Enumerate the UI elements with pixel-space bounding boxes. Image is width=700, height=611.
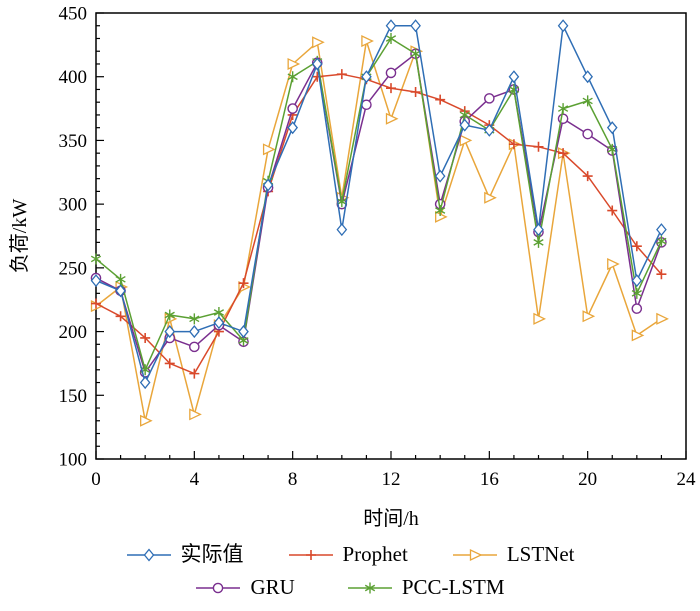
legend-row-2: GRU PCC-LSTM xyxy=(0,577,700,598)
series-line-pcc-lstm xyxy=(95,37,663,371)
legend-item-pcc-lstm: PCC-LSTM xyxy=(347,577,505,598)
x-tick-label: 0 xyxy=(91,469,101,490)
series-line-lstnet xyxy=(95,40,662,422)
y-axis-label: 负荷/kW xyxy=(8,199,31,274)
x-tick-label: 12 xyxy=(382,469,401,490)
legend-item-gru: GRU xyxy=(195,575,295,599)
series-actual xyxy=(90,19,667,390)
x-tick-label: 8 xyxy=(288,469,298,490)
legend-label-gru: GRU xyxy=(250,575,295,599)
x-axis-label: 时间/h xyxy=(363,507,419,530)
series-line-gru xyxy=(95,53,663,374)
legend-marker-actual-icon xyxy=(126,547,171,562)
legend-label-lstnet: LSTNet xyxy=(506,542,575,566)
legend-label-actual: 实际值 xyxy=(180,542,244,566)
legend-marker-lstnet-icon xyxy=(452,548,497,561)
x-tick-label: 16 xyxy=(480,469,499,490)
legend-label-prophet: Prophet xyxy=(342,542,408,566)
legend-item-prophet: Prophet xyxy=(288,544,408,565)
x-axis: 0 4 8 12 16 20 24 xyxy=(91,451,696,490)
plot-frame xyxy=(95,12,687,460)
x-tick-label: 24 xyxy=(677,469,697,490)
legend-marker-gru-icon xyxy=(196,582,241,593)
legend-row-1: 实际值 Prophet LSTNet xyxy=(0,544,700,565)
y-tick-label: 100 xyxy=(59,450,88,471)
y-tick-label: 250 xyxy=(59,258,88,279)
y-tick-label: 350 xyxy=(59,131,88,152)
x-tick-label: 20 xyxy=(578,469,597,490)
legend-marker-pcc-lstm-icon xyxy=(347,582,392,593)
legend-label-pcc-lstm: PCC-LSTM xyxy=(401,575,505,599)
legend-item-actual: 实际值 xyxy=(126,544,244,565)
series-line-prophet xyxy=(95,73,662,375)
y-axis: 100 150 200 250 300 350 400 450 xyxy=(59,4,104,471)
y-tick-label: 150 xyxy=(59,386,88,407)
legend-item-lstnet: LSTNet xyxy=(452,542,575,566)
y-tick-label: 450 xyxy=(59,4,88,25)
y-tick-label: 400 xyxy=(59,67,88,88)
series-gru xyxy=(90,48,667,378)
legend-marker-prophet-icon xyxy=(288,549,333,560)
y-tick-label: 300 xyxy=(59,195,88,216)
series-pcc-lstm xyxy=(90,32,667,376)
x-tick-label: 4 xyxy=(190,469,200,490)
chart-plot: 0 4 8 12 16 20 24 100 150 200 250 300 350 400 450 负荷/kW… xyxy=(8,4,696,531)
y-tick-label: 200 xyxy=(59,322,88,343)
